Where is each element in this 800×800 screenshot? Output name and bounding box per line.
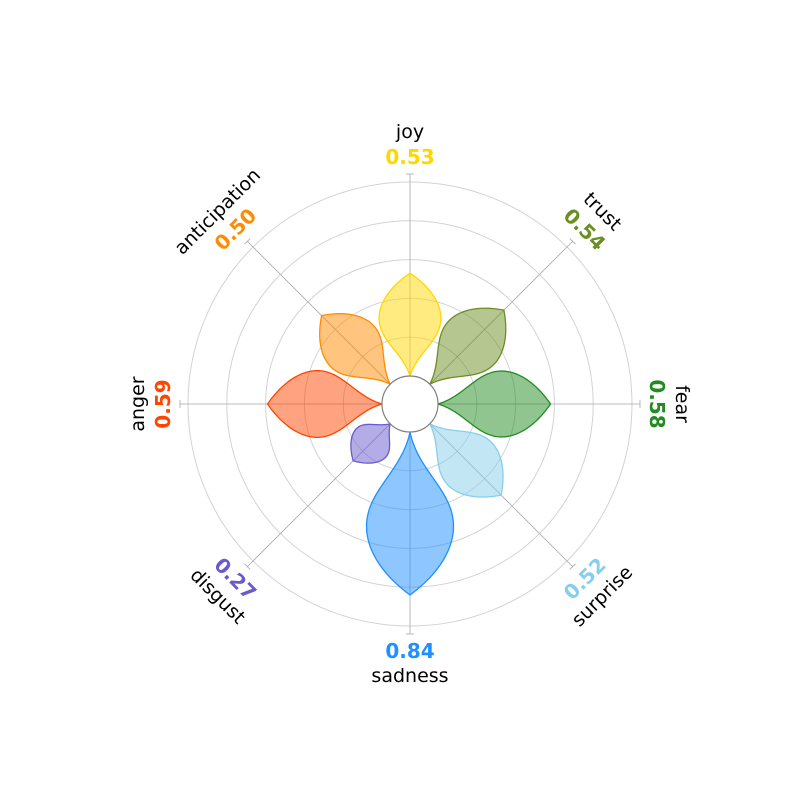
value-label-anger: 0.59 bbox=[151, 379, 175, 428]
axis-label-anger: anger bbox=[127, 376, 149, 431]
petal-fear bbox=[435, 370, 552, 438]
value-label-fear: 0.58 bbox=[645, 379, 669, 428]
petal-surprise bbox=[428, 422, 504, 498]
value-label-sadness: 0.84 bbox=[385, 639, 434, 663]
petal-joy bbox=[378, 272, 442, 379]
spoke-tick bbox=[244, 238, 251, 245]
center-circle bbox=[381, 375, 439, 433]
petal-layer bbox=[266, 272, 552, 596]
axis-label-sadness: sadness bbox=[371, 665, 448, 687]
value-label-joy: 0.53 bbox=[385, 145, 434, 169]
petal-sadness bbox=[365, 431, 455, 596]
petal-trust bbox=[428, 307, 507, 386]
axis-label-fear: fear bbox=[671, 385, 693, 423]
axis-label-joy: joy bbox=[395, 121, 424, 143]
petal-disgust bbox=[350, 422, 392, 464]
petal-anger bbox=[266, 369, 385, 439]
spoke-tick bbox=[244, 563, 251, 570]
petal-anticipation bbox=[319, 313, 392, 386]
spoke-tick bbox=[569, 563, 576, 570]
spoke-tick bbox=[569, 238, 576, 245]
